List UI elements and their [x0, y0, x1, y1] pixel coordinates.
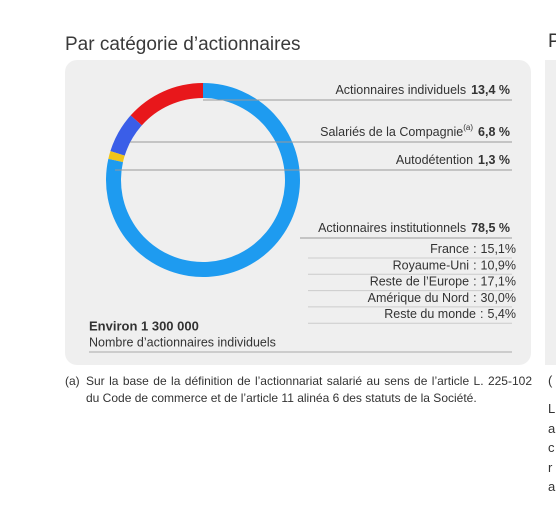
category-label: Actionnaires institutionnels [318, 221, 466, 235]
breakdown-separator: : [473, 259, 476, 273]
segment-label: Autodétention 1,3 % [396, 153, 510, 167]
breakdown-separator: : [473, 275, 476, 289]
right-column-text: ( [548, 373, 553, 388]
right-column-text: L [548, 401, 556, 416]
total-caption: Nombre d’actionnaires individuels [89, 335, 276, 349]
breakdown-category: Reste de l’Europe [370, 275, 469, 289]
category-label: Actionnaires individuels [335, 83, 466, 97]
breakdown-separator: : [480, 307, 483, 321]
footnote-mark: (a) [65, 374, 80, 388]
breakdown-category: Amérique du Nord [368, 291, 469, 305]
donut-segment [108, 151, 125, 163]
right-column-text: a [548, 479, 556, 494]
category-label: Salariés de la Compagnie [320, 125, 463, 139]
segment-label: Salariés de la Compagnie(a) 6,8 % [320, 123, 510, 139]
breakdown-category: Reste du monde [384, 307, 476, 321]
footnote-text: Sur la base de la définition de l’action… [86, 374, 532, 405]
donut-segment [110, 115, 142, 156]
segment-label: Actionnaires institutionnels 78,5 % [318, 221, 510, 235]
breakdown-category: France [430, 242, 469, 256]
breakdown-value: 10,9% [481, 259, 516, 273]
footnote: (a) Sur la base de la définition de l’ac… [65, 373, 532, 407]
right-panel [545, 60, 556, 365]
breakdown-value: 30,0% [481, 291, 516, 305]
chart-title: Par catégorie d’actionnaires [65, 34, 301, 55]
breakdown-value: 17,1% [481, 275, 516, 289]
right-column-text: c [548, 440, 555, 455]
total: Environ 1 300 000 [89, 318, 199, 333]
breakdown-value: 5,4% [488, 307, 517, 321]
note-ref: (a) [463, 123, 473, 132]
breakdown-label: Royaume-Uni:10,9% [393, 259, 516, 273]
breakdown-label: Amérique du Nord:30,0% [368, 291, 516, 305]
right-column-text: r [548, 459, 553, 475]
value-label: 1,3 % [478, 153, 510, 167]
value-label: 78,5 % [471, 221, 510, 235]
value-label: 13,4 % [471, 83, 510, 97]
right-column-text: a [548, 420, 556, 436]
breakdown-category: Royaume-Uni [393, 259, 469, 273]
value-label: 6,8 % [478, 125, 510, 139]
breakdown-label: Reste de l’Europe:17,1% [370, 275, 516, 289]
right-title: P [548, 31, 556, 52]
category-label: Autodétention [396, 153, 473, 167]
breakdown-label: Reste du monde:5,4% [384, 307, 516, 321]
breakdown-label: France:15,1% [430, 242, 516, 256]
panel [65, 60, 531, 365]
breakdown-separator: : [473, 242, 476, 256]
donut-segment [130, 83, 203, 126]
breakdown-value: 15,1% [481, 242, 516, 256]
segment-label: Actionnaires individuels 13,4 % [335, 83, 510, 97]
breakdown-separator: : [473, 291, 476, 305]
